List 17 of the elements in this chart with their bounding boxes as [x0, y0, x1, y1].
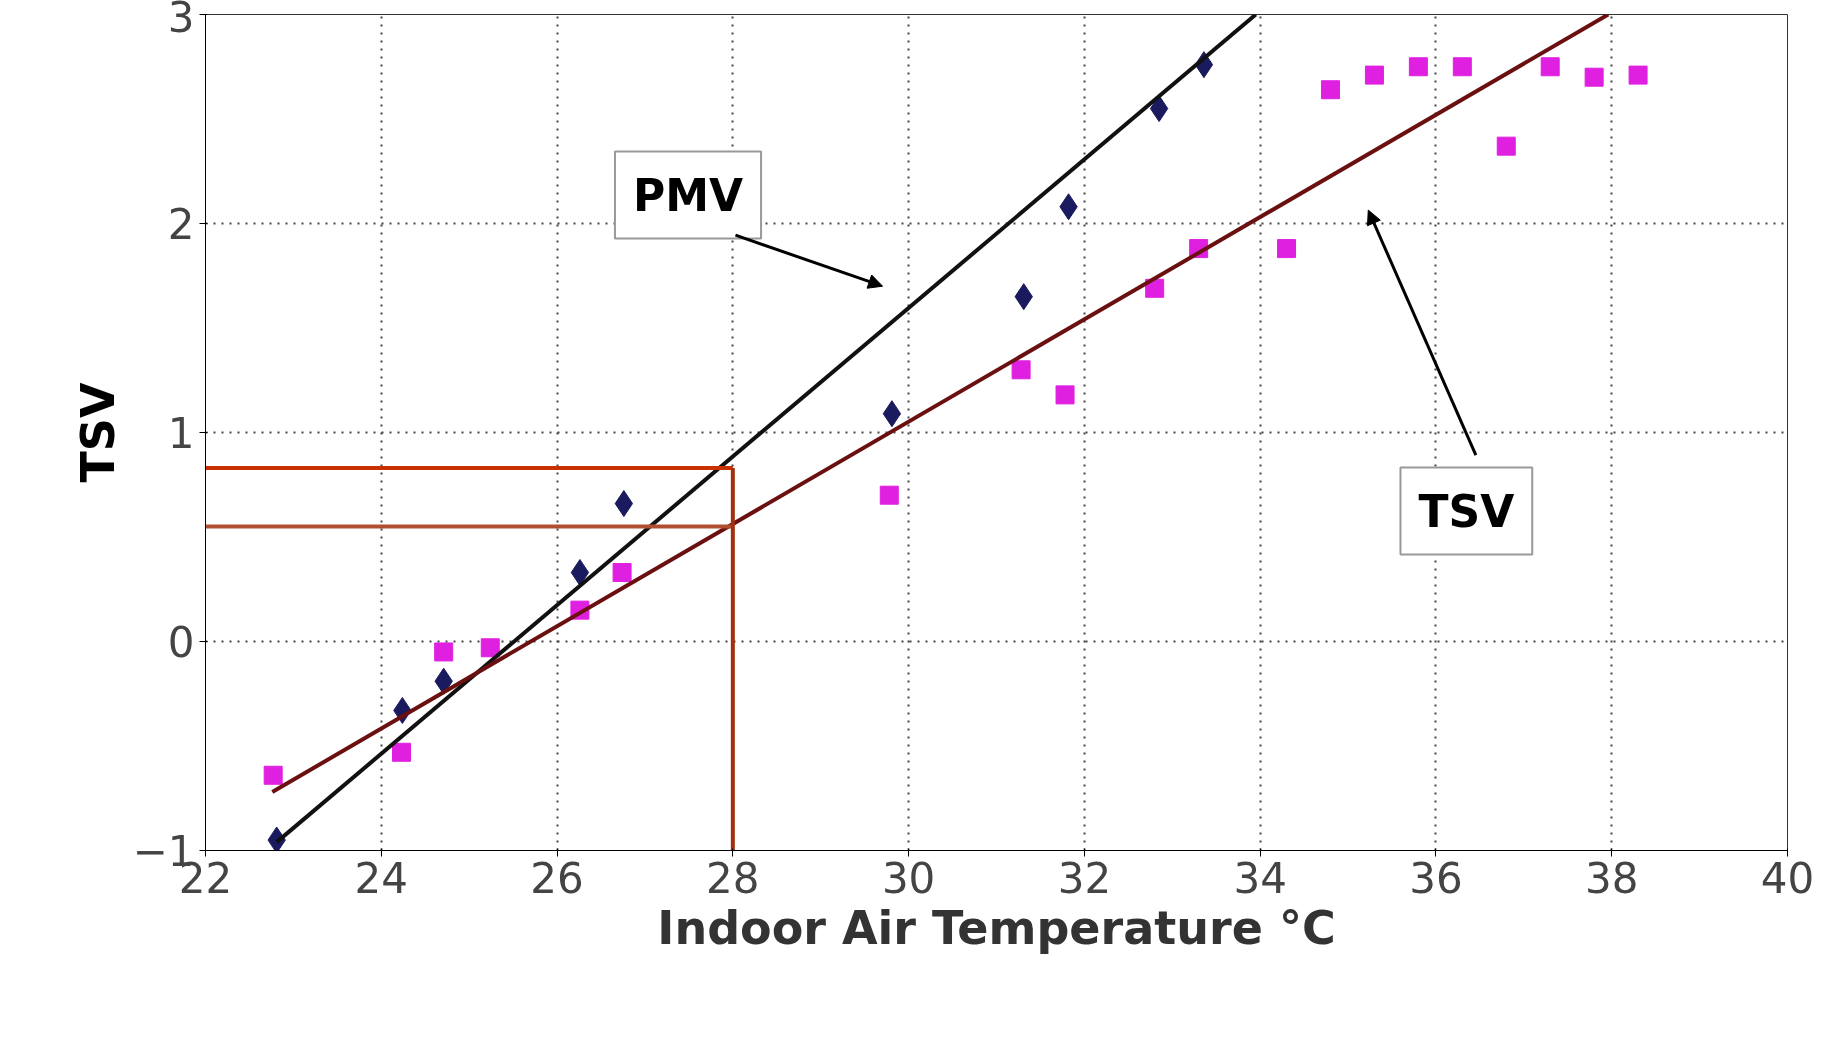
y-tick-label: 2: [167, 200, 195, 249]
x-tick-label: 28: [706, 853, 760, 903]
y-axis-title: TSV: [70, 382, 125, 483]
annotation: PMV: [632, 169, 744, 221]
annotation: TSV: [1418, 485, 1515, 537]
y-tick-label: 1: [167, 409, 195, 458]
x-tick-label: 40: [1760, 853, 1815, 903]
x-tick-label: 36: [1409, 853, 1463, 903]
x-tick-label: 34: [1233, 853, 1287, 903]
x-tick-label: 26: [530, 853, 584, 903]
x-tick-label: 30: [881, 853, 936, 903]
y-tick-label: 3: [167, 0, 195, 42]
x-tick-label: 24: [354, 853, 409, 903]
x-tick-label: 38: [1585, 853, 1639, 903]
x-axis-title: Indoor Air Temperature °C: [657, 900, 1336, 955]
y-tick-label: 0: [167, 618, 195, 667]
x-tick-label: 32: [1057, 853, 1112, 903]
